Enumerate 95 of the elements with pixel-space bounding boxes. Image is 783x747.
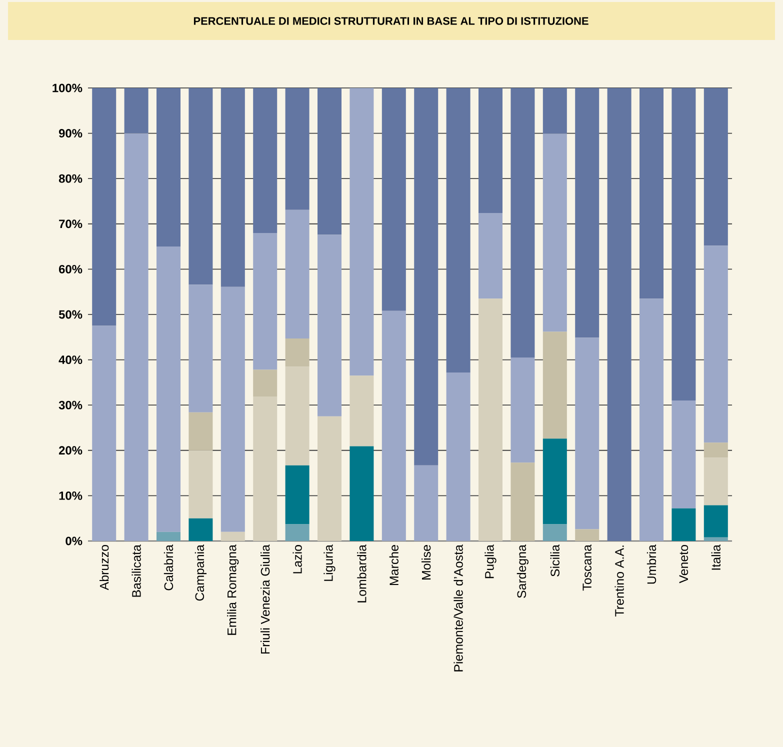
x-tick-label: Lazio [292, 545, 302, 574]
y-tick-label: 30% [58, 400, 82, 410]
x-tick-label: Campania [194, 544, 207, 601]
y-tick-label: 90% [58, 129, 82, 138]
bar [542, 134, 567, 332]
y-tick-label: 20% [58, 446, 82, 455]
y-tick-label: 40% [58, 356, 82, 364]
x-tick-label: Basilicata [132, 544, 141, 597]
x-tick-label: Liguria [324, 544, 336, 581]
bar [220, 532, 245, 541]
bar [575, 338, 600, 530]
x-tick-label: Abruzzo [100, 545, 109, 590]
bar [350, 376, 374, 446]
bar [704, 458, 728, 506]
bar [704, 537, 728, 541]
bar [672, 88, 696, 401]
bar [542, 524, 567, 541]
x-tick-label: Friuli Venezia Giulia [260, 544, 270, 654]
bar [188, 284, 213, 412]
bar [156, 532, 181, 541]
bar [285, 366, 310, 466]
bar [510, 358, 535, 463]
bar [92, 88, 116, 326]
x-tick-label: Molise [422, 545, 431, 580]
bar [253, 370, 278, 396]
bar [318, 88, 342, 235]
chart-title: PERCENTUALE DI MEDICI STRUTTURATI IN BASE AL TIPO DI ISTITUZIONE [194, 17, 588, 25]
x-tick-label: Trentino A.A. [614, 546, 624, 616]
bar [188, 450, 213, 518]
bar [188, 412, 213, 450]
bar [542, 88, 567, 134]
bar [285, 465, 310, 524]
bar [382, 310, 406, 541]
bar [124, 88, 148, 134]
x-tick-label: Emilia Romagna [227, 544, 239, 635]
bar [575, 529, 600, 541]
x-tick-label: Calabria [164, 544, 174, 590]
bar [672, 400, 696, 508]
bar [220, 286, 245, 532]
bar [446, 372, 470, 541]
bar [188, 518, 213, 541]
x-tick-label: Puglia [484, 544, 496, 578]
x-tick-label: Marche [389, 545, 398, 586]
bar [478, 88, 503, 214]
bar [414, 465, 438, 541]
bar [156, 246, 181, 532]
bar [350, 446, 374, 541]
bar [382, 88, 406, 311]
bar [478, 213, 503, 299]
bar [253, 396, 278, 541]
bar [510, 462, 535, 541]
y-tick-label: 80% [58, 174, 82, 183]
x-tick-label: Lombardia [357, 544, 366, 602]
bar [220, 88, 245, 287]
bar [542, 438, 567, 524]
x-tick-label: Italia [711, 544, 720, 570]
x-tick-label: Veneto [679, 545, 688, 584]
y-tick-label: 100% [52, 84, 82, 92]
x-tick-label: Sicilia [550, 544, 560, 576]
bar [704, 246, 728, 443]
bar [672, 508, 696, 541]
bar [446, 88, 470, 372]
bar [542, 332, 567, 439]
bar [575, 88, 600, 338]
bar [414, 88, 438, 466]
y-tick-label: 60% [59, 264, 82, 274]
bar [640, 88, 664, 299]
x-tick-label: Toscana [582, 544, 592, 591]
bar [640, 298, 664, 541]
bar [285, 524, 310, 541]
x-tick-label: Umbria [646, 544, 656, 584]
bar [318, 416, 342, 541]
bar [188, 88, 213, 285]
bar [478, 298, 503, 541]
y-tick-label: 0% [66, 536, 82, 546]
bar [92, 326, 116, 541]
bar [156, 88, 181, 247]
y-tick-label: 70% [59, 220, 82, 228]
x-tick-label: Piemonte/Valle d’Aosta [454, 544, 463, 672]
bar [253, 232, 278, 370]
bar [510, 88, 535, 358]
bar [607, 88, 632, 541]
bar [285, 88, 310, 210]
bar [350, 88, 374, 376]
bar [704, 88, 728, 246]
bar [124, 133, 148, 541]
bar [285, 210, 310, 338]
bar [285, 338, 310, 367]
bar [318, 234, 342, 416]
bar [253, 88, 278, 233]
x-tick-label: Sardegna [516, 544, 529, 598]
bar [704, 442, 728, 458]
y-tick-label: 10% [59, 491, 82, 500]
y-tick-label: 50% [58, 310, 82, 319]
bar [704, 505, 728, 538]
